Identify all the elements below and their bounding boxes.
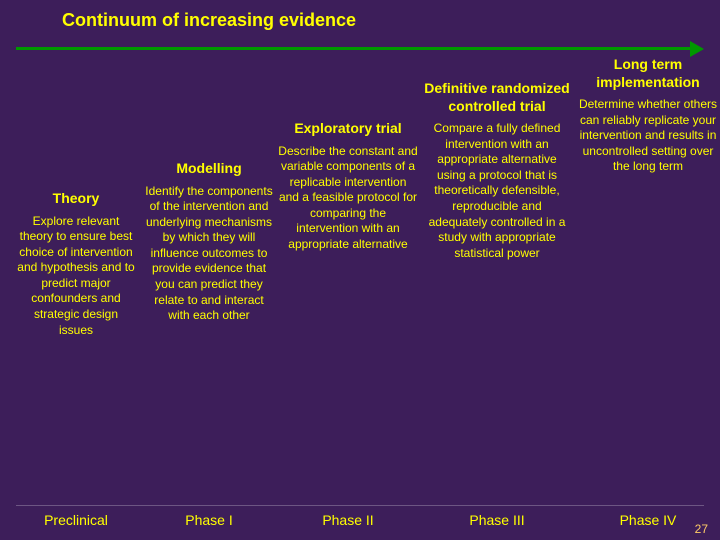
stage-modelling: Modelling Identify the components of the…	[144, 160, 274, 324]
phase-row: Preclinical Phase I Phase II Phase III P…	[16, 505, 704, 512]
stages-container: Theory Explore relevant theory to ensure…	[16, 60, 704, 490]
phase-i: Phase I	[144, 512, 274, 528]
stage-definitive-rct: Definitive randomized controlled trial C…	[422, 80, 572, 261]
stage-body: Explore relevant theory to ensure best c…	[16, 214, 136, 339]
slide-title: Continuum of increasing evidence	[62, 10, 708, 31]
phase-iii: Phase III	[422, 512, 572, 528]
page-number: 27	[695, 522, 708, 536]
stage-body: Describe the constant and variable compo…	[278, 144, 418, 253]
stage-body: Determine whether others can reliably re…	[576, 97, 720, 175]
stage-body: Identify the components of the intervent…	[144, 184, 274, 324]
stage-title: Long term implementation	[576, 56, 720, 91]
stage-exploratory-trial: Exploratory trial Describe the constant …	[278, 120, 418, 253]
stage-body: Compare a fully defined intervention wit…	[422, 121, 572, 261]
stage-title: Theory	[16, 190, 136, 208]
arrow-line	[16, 47, 692, 50]
phase-preclinical: Preclinical	[16, 512, 136, 528]
arrow-continuum	[16, 42, 704, 56]
arrow-head-icon	[690, 41, 704, 57]
stage-title: Definitive randomized controlled trial	[422, 80, 572, 115]
stage-title: Modelling	[144, 160, 274, 178]
stage-long-term-implementation: Long term implementation Determine wheth…	[576, 56, 720, 175]
phase-ii: Phase II	[278, 512, 418, 528]
stage-title: Exploratory trial	[278, 120, 418, 138]
stage-theory: Theory Explore relevant theory to ensure…	[16, 190, 136, 338]
